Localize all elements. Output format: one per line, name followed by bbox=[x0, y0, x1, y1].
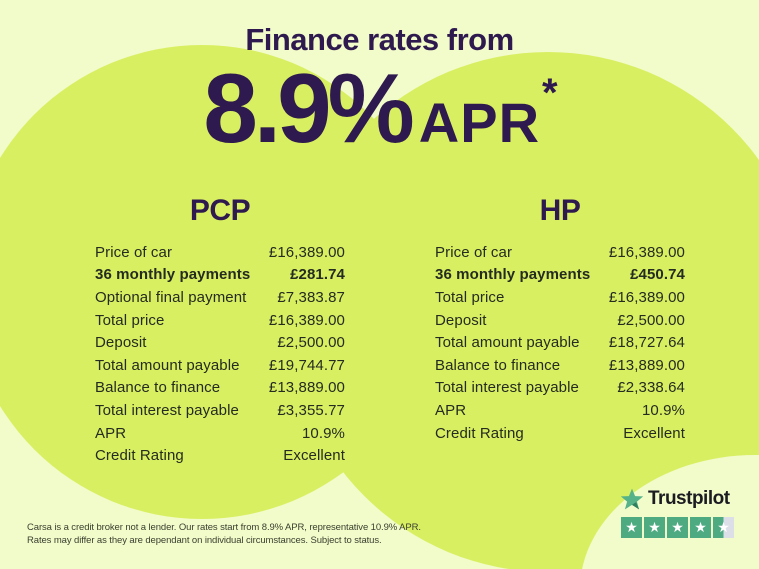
rate-value: 8.9% bbox=[203, 53, 414, 163]
row-label: Total price bbox=[435, 288, 505, 306]
row-label: Optional final payment bbox=[95, 288, 247, 306]
trustpilot-brand-name: Trustpilot bbox=[648, 488, 730, 509]
disclaimer-line-1: Carsa is a credit broker not a lender. O… bbox=[27, 522, 421, 533]
row-label: Total amount payable bbox=[95, 356, 240, 374]
hp-table-rows: Price of car £16,389.00 36 monthly payment… bbox=[435, 241, 685, 444]
trustpilot-star-box: ★ bbox=[690, 517, 711, 538]
finance-row: Total price £16,389.00 bbox=[435, 286, 685, 309]
row-label: 36 monthly payments bbox=[95, 266, 251, 284]
finance-row: Total amount payable £18,727.64 bbox=[435, 331, 685, 354]
row-value: £2,500.00 bbox=[277, 334, 345, 352]
finance-row: Credit Rating Excellent bbox=[435, 422, 685, 445]
row-value: 10.9% bbox=[641, 401, 685, 419]
banner-title: Finance rates from bbox=[245, 22, 514, 57]
rate-unit: APR bbox=[418, 91, 541, 154]
finance-row: Total interest payable £2,338.64 bbox=[435, 377, 685, 400]
legal-disclaimer: Carsa is a credit broker not a lender. O… bbox=[27, 521, 421, 547]
row-label: Total price bbox=[95, 311, 165, 329]
row-label: Total interest payable bbox=[435, 379, 579, 397]
hp-finance-table: HP Price of car £16,389.00 36 monthly paym… bbox=[435, 196, 685, 444]
row-value: 10.9% bbox=[301, 424, 345, 442]
star-icon: ★ bbox=[671, 519, 684, 536]
finance-row: Deposit £2,500.00 bbox=[435, 309, 685, 332]
finance-row: Total interest payable £3,355.77 bbox=[95, 399, 345, 422]
finance-row: Price of car £16,389.00 bbox=[95, 241, 345, 264]
row-value: Excellent bbox=[283, 447, 345, 465]
row-value: £7,383.87 bbox=[277, 288, 345, 306]
trustpilot-star-box: ★ bbox=[621, 517, 642, 538]
row-label: Balance to finance bbox=[95, 379, 221, 397]
finance-row: Price of car £16,389.00 bbox=[435, 241, 685, 264]
star-icon: ★ bbox=[648, 519, 661, 536]
star-icon: ★ bbox=[625, 519, 638, 536]
row-value: Excellent bbox=[623, 424, 685, 442]
row-label: Price of car bbox=[95, 243, 173, 261]
finance-row: Balance to finance £13,889.00 bbox=[95, 377, 345, 400]
row-value: £16,389.00 bbox=[268, 243, 345, 261]
row-label: Balance to finance bbox=[435, 356, 561, 374]
row-value: £19,744.77 bbox=[268, 356, 345, 374]
trustpilot-star-box: ★ bbox=[667, 517, 688, 538]
hp-table-title: HP bbox=[539, 194, 581, 227]
row-value: £281.74 bbox=[290, 266, 345, 284]
finance-row: Optional final payment £7,383.87 bbox=[95, 286, 345, 309]
row-value: £16,389.00 bbox=[608, 288, 685, 306]
pcp-finance-table: PCP Price of car £16,389.00 36 monthly pay… bbox=[95, 196, 345, 467]
row-label: Deposit bbox=[435, 311, 487, 329]
finance-row: 36 monthly payments £450.74 bbox=[435, 264, 685, 287]
finance-row: Credit Rating Excellent bbox=[95, 444, 345, 467]
row-value: £450.74 bbox=[630, 266, 685, 284]
finance-row: Total amount payable £19,744.77 bbox=[95, 354, 345, 377]
finance-row: APR 10.9% bbox=[435, 399, 685, 422]
rate-footnote-asterisk: * bbox=[542, 71, 558, 115]
trustpilot-star-icon bbox=[620, 488, 644, 510]
row-value: £18,727.64 bbox=[608, 334, 685, 352]
finance-row: 36 monthly payments £281.74 bbox=[95, 264, 345, 287]
row-label: Price of car bbox=[435, 243, 513, 261]
pcp-table-rows: Price of car £16,389.00 36 monthly payment… bbox=[95, 241, 345, 467]
row-value: £13,889.00 bbox=[268, 379, 345, 397]
row-label: Credit Rating bbox=[435, 424, 524, 442]
finance-row: Balance to finance £13,889.00 bbox=[435, 354, 685, 377]
row-label: 36 monthly payments bbox=[435, 266, 591, 284]
disclaimer-line-2: Rates may differ as they are dependant o… bbox=[27, 535, 382, 546]
row-label: Total interest payable bbox=[95, 401, 239, 419]
trustpilot-rating-stars: ★ ★ ★ ★ ★ bbox=[621, 517, 734, 538]
row-label: Deposit bbox=[95, 334, 147, 352]
row-value: £2,500.00 bbox=[617, 311, 685, 329]
trustpilot-widget: Trustpilot ★ ★ ★ ★ ★ bbox=[620, 487, 734, 538]
row-value: £3,355.77 bbox=[277, 401, 345, 419]
row-label: APR bbox=[435, 401, 467, 419]
star-icon: ★ bbox=[717, 519, 730, 536]
headline-rate: 8.9% APR* bbox=[0, 58, 759, 188]
row-value: £16,389.00 bbox=[268, 311, 345, 329]
trustpilot-logo: Trustpilot bbox=[620, 487, 734, 511]
finance-row: Total price £16,389.00 bbox=[95, 309, 345, 332]
trustpilot-star-box: ★ bbox=[713, 517, 734, 538]
trustpilot-star-box: ★ bbox=[644, 517, 665, 538]
row-value: £16,389.00 bbox=[608, 243, 685, 261]
row-label: Total amount payable bbox=[435, 334, 580, 352]
pcp-table-title: PCP bbox=[189, 194, 251, 227]
row-value: £13,889.00 bbox=[608, 356, 685, 374]
finance-row: Deposit £2,500.00 bbox=[95, 331, 345, 354]
row-label: Credit Rating bbox=[95, 447, 184, 465]
star-icon: ★ bbox=[694, 519, 707, 536]
finance-row: APR 10.9% bbox=[95, 422, 345, 445]
row-value: £2,338.64 bbox=[617, 379, 685, 397]
row-label: APR bbox=[95, 424, 127, 442]
